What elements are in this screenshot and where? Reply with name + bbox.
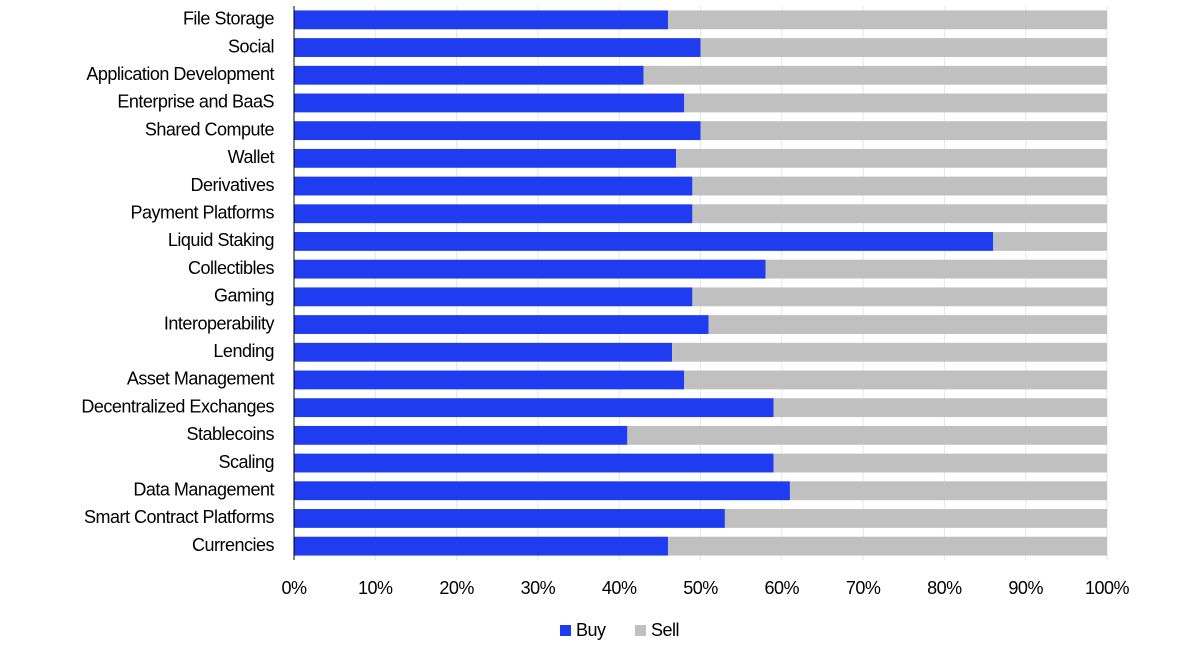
- y-tick-label: Shared Compute: [145, 119, 275, 139]
- y-tick-label: Smart Contract Platforms: [84, 507, 275, 527]
- y-tick-label: Decentralized Exchanges: [81, 396, 274, 416]
- y-tick-label: File Storage: [183, 9, 275, 29]
- y-tick-label: Asset Management: [127, 369, 275, 389]
- bar-segment: [700, 121, 1107, 141]
- x-tick-label: 60%: [765, 578, 800, 598]
- bar-segment: [294, 453, 774, 473]
- bar-segment: [294, 204, 693, 224]
- bar-segment: [773, 398, 1107, 418]
- x-tick-label: 100%: [1085, 578, 1130, 598]
- bar-segment: [294, 481, 790, 501]
- y-tick-label: Derivatives: [190, 175, 274, 195]
- x-tick-label: 80%: [927, 578, 962, 598]
- y-tick-label: Scaling: [218, 452, 274, 472]
- y-tick-label: Collectibles: [188, 258, 275, 278]
- bar-segment: [789, 481, 1107, 501]
- bar-segment: [684, 93, 1107, 113]
- bar-segment: [667, 10, 1107, 30]
- bar-segment: [294, 232, 994, 251]
- bar-segment: [294, 398, 774, 418]
- bar-segment: [294, 315, 709, 334]
- x-tick-label: 0%: [281, 578, 307, 598]
- bar-segment: [294, 176, 693, 196]
- bar-segment: [692, 204, 1107, 224]
- bar-segment: [643, 65, 1107, 85]
- x-tick-label: 90%: [1008, 578, 1043, 598]
- bar-segment: [765, 259, 1107, 279]
- bar-segment: [294, 148, 677, 168]
- bar-segment: [294, 259, 766, 279]
- bar-segment: [294, 509, 725, 528]
- legend-label: Sell: [651, 620, 679, 640]
- y-tick-label: Stablecoins: [186, 424, 274, 444]
- x-tick-label: 40%: [602, 578, 637, 598]
- y-tick-label: Liquid Staking: [168, 230, 274, 250]
- x-tick-label: 50%: [683, 578, 718, 598]
- bar-segment: [676, 148, 1107, 168]
- bar-segment: [773, 453, 1107, 473]
- bar-segment: [724, 509, 1107, 528]
- bar-segment: [700, 38, 1107, 57]
- legend-swatch: [560, 625, 571, 636]
- y-tick-label: Lending: [213, 341, 274, 361]
- y-tick-label: Social: [228, 36, 274, 56]
- bar-segment: [294, 65, 644, 85]
- bar-segment: [294, 10, 668, 30]
- bar-segment: [708, 315, 1107, 334]
- bar-segment: [294, 121, 701, 141]
- y-tick-label: Gaming: [214, 286, 274, 306]
- bar-segment: [294, 93, 685, 113]
- bar-segment: [294, 536, 668, 556]
- y-tick-label: Data Management: [133, 480, 274, 500]
- y-tick-label: Application Development: [86, 64, 274, 84]
- x-tick-label: 30%: [521, 578, 556, 598]
- bar-segment: [993, 232, 1107, 251]
- x-tick-label: 70%: [846, 578, 881, 598]
- x-tick-label: 20%: [439, 578, 474, 598]
- y-tick-label: Interoperability: [164, 313, 275, 333]
- legend-swatch: [635, 625, 646, 636]
- bar-segment: [667, 536, 1107, 556]
- bar-segment: [627, 425, 1107, 445]
- bar-segment: [672, 342, 1107, 362]
- bar-segment: [294, 425, 628, 445]
- legend-label: Buy: [576, 620, 606, 640]
- bar-segment: [692, 287, 1107, 307]
- y-tick-label: Enterprise and BaaS: [117, 92, 274, 112]
- x-tick-label: 10%: [358, 578, 393, 598]
- bar-segment: [294, 370, 685, 390]
- bar-segment: [294, 342, 673, 362]
- bar-segment: [294, 38, 701, 57]
- bar-segment: [294, 287, 693, 307]
- bar-segment: [684, 370, 1107, 390]
- y-tick-label: Payment Platforms: [130, 203, 274, 223]
- y-tick-label: Wallet: [228, 147, 275, 167]
- bar-segment: [692, 176, 1107, 196]
- y-tick-label: Currencies: [192, 535, 275, 555]
